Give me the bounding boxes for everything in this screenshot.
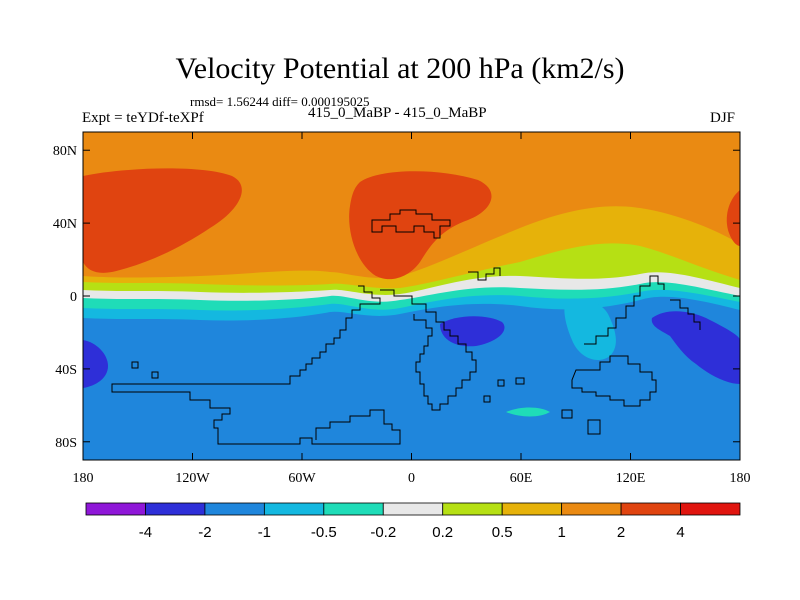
colorbar-label: -0.2 xyxy=(370,524,396,541)
colorbar-label: 2 xyxy=(617,524,625,541)
chart-title: Velocity Potential at 200 hPa (km2/s) xyxy=(175,52,625,85)
weak-negative-patch xyxy=(506,407,550,417)
stats-label: rmsd= 1.56244 diff= 0.000195025 xyxy=(190,94,370,109)
y-tick-label: 80N xyxy=(53,144,77,159)
coastlines xyxy=(111,209,701,445)
coastline-africa xyxy=(380,289,477,411)
colorbar: -4 -2 -1 -0.5 -0.2 0.2 0.5 1 2 4 xyxy=(85,502,741,541)
season-label: DJF xyxy=(710,110,736,126)
colorbar-swatch xyxy=(204,502,265,516)
colorbar-label: 0.5 xyxy=(492,524,513,541)
y-tick-label: 40N xyxy=(53,217,77,232)
coastline-australia xyxy=(571,355,657,407)
negative-minimum-sw xyxy=(83,340,108,388)
colorbar-label: -1 xyxy=(258,524,271,541)
case-label: 415_0_MaBP - 415_0_MaBP xyxy=(308,105,487,121)
strong-positive-nw xyxy=(83,168,242,273)
x-tick-label: 180 xyxy=(730,471,751,486)
y-tick-label: 0 xyxy=(70,290,77,305)
colorbar-label: -2 xyxy=(198,524,211,541)
x-tick-label: 0 xyxy=(408,471,415,486)
axes: 180 120W 60W 0 60E 120E 180 80N 40N 0 40S 80S xyxy=(53,132,751,486)
coastline-americas xyxy=(111,285,401,445)
experiment-label: Expt = teYDf-teXPf xyxy=(82,110,204,126)
coastline-eurasia xyxy=(371,209,451,239)
x-tick-label: 120W xyxy=(175,471,210,486)
y-tick-label: 40S xyxy=(55,363,77,378)
colorbar-swatch xyxy=(382,502,444,516)
colorbar-swatch xyxy=(620,502,681,516)
colorbar-label: 0.2 xyxy=(432,524,453,541)
y-tick-label: 80S xyxy=(55,436,77,451)
colorbar-swatch xyxy=(323,502,384,516)
negative-mid-patch xyxy=(564,298,616,361)
contour-field xyxy=(83,132,740,460)
colorbar-label: -4 xyxy=(139,524,152,541)
x-tick-label: 60W xyxy=(288,471,316,486)
colorbar-label: 4 xyxy=(676,524,684,541)
colorbar-label: -0.5 xyxy=(311,524,337,541)
coastline-pacific xyxy=(670,299,701,330)
strong-positive-ne xyxy=(726,190,740,246)
colorbar-swatch xyxy=(85,502,146,516)
colorbar-swatch xyxy=(442,502,503,516)
x-tick-label: 180 xyxy=(73,471,94,486)
colorbar-swatch xyxy=(145,502,206,516)
strong-positive-n xyxy=(349,171,492,280)
negative-minimum-n xyxy=(440,316,505,347)
coastline-indonesia xyxy=(584,275,665,345)
colorbar-label: 1 xyxy=(557,524,565,541)
colorbar-swatch xyxy=(501,502,563,516)
coastline-india xyxy=(468,267,501,281)
x-tick-label: 60E xyxy=(510,471,533,486)
colorbar-swatch xyxy=(561,502,622,516)
x-tick-label: 120E xyxy=(616,471,646,486)
negative-minimum-se xyxy=(651,311,740,384)
colorbar-swatch xyxy=(680,502,741,516)
coastline-islands xyxy=(131,361,601,435)
colorbar-swatch xyxy=(263,502,325,516)
